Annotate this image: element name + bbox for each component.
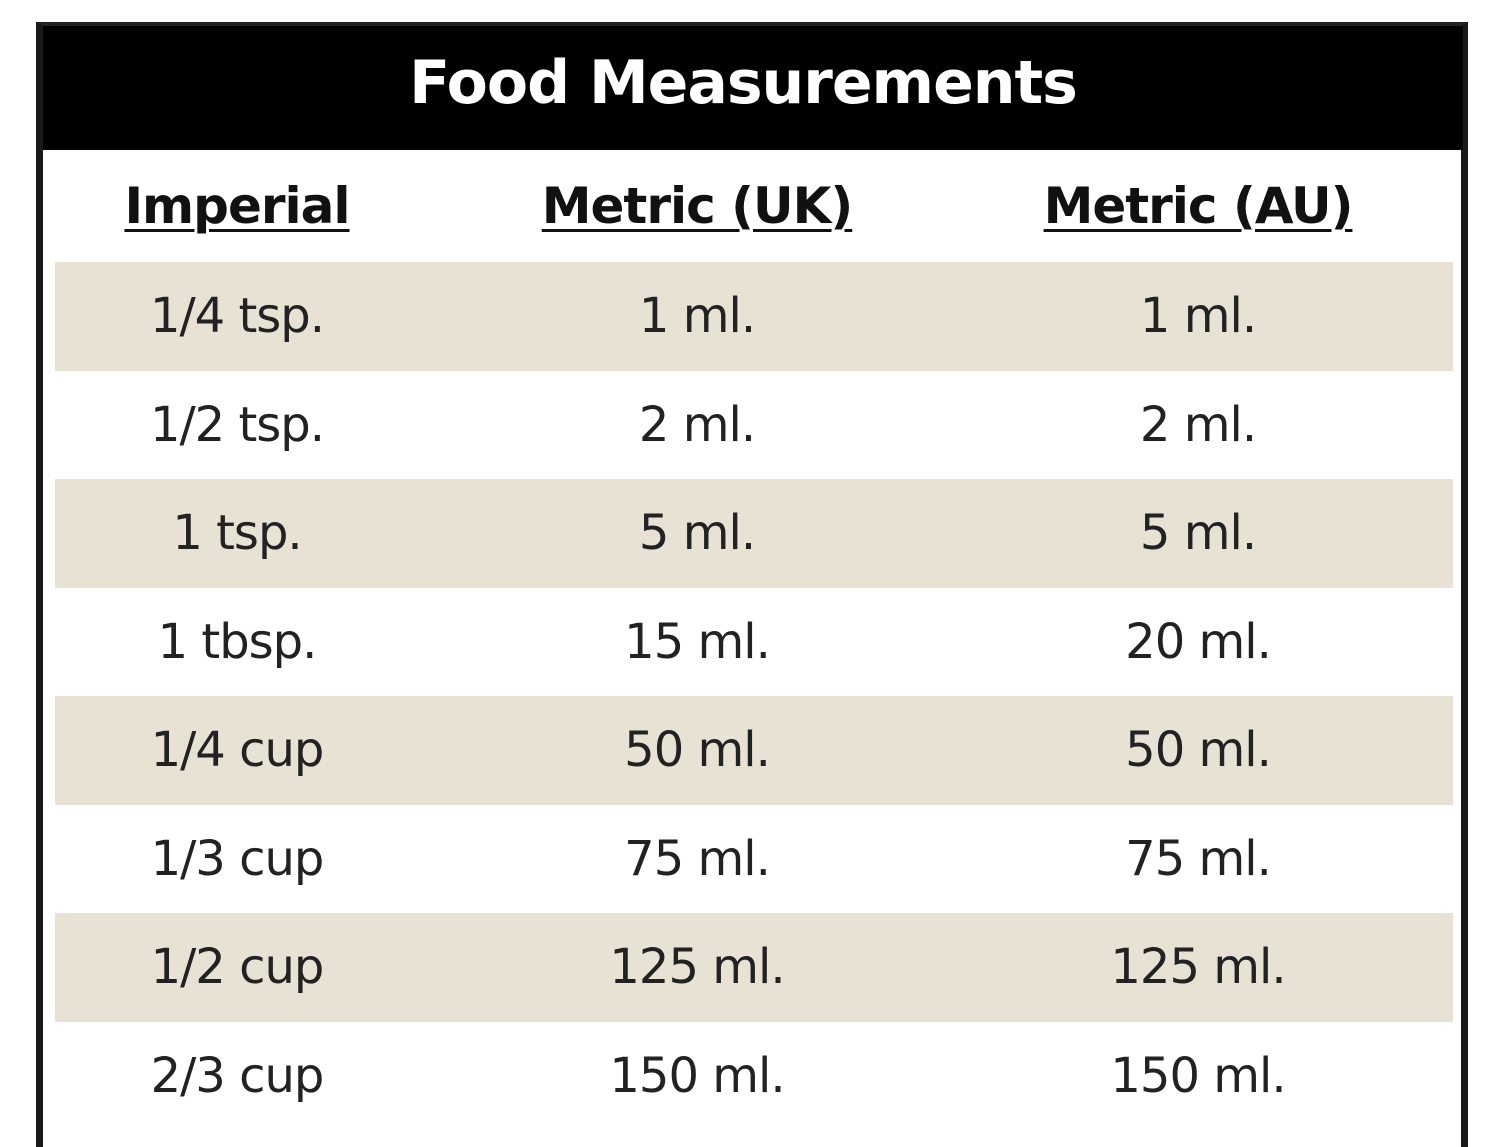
metric-uk-cell: 5 ml. [638, 505, 756, 562]
imperial-cell: 1 tsp. [172, 505, 302, 562]
table-row: 1/3 cup 75 ml. 75 ml. [55, 804, 1453, 913]
metric-uk-cell: 125 ml. [609, 939, 785, 996]
imperial-cell: 1/4 cup [150, 722, 325, 779]
metric-uk-cell: 75 ml. [624, 830, 771, 887]
imperial-cell: 1/3 cup [150, 830, 325, 887]
metric-uk-cell: 15 ml. [624, 613, 771, 670]
table-row: 1/2 cup 125 ml. 125 ml. [55, 913, 1453, 1022]
table-title: Food Measurements [409, 48, 1078, 118]
metric-uk-cell: 150 ml. [609, 1047, 785, 1104]
metric-uk-cell: 50 ml. [624, 722, 771, 779]
imperial-cell: 2/3 cup [150, 1047, 325, 1104]
metric-uk-cell: 1 ml. [638, 288, 756, 345]
measurements-table-frame: Food Measurements Imperial Metric (UK) M… [36, 22, 1468, 1147]
column-header-imperial[interactable]: Imperial [124, 177, 350, 235]
metric-au-cell: 2 ml. [1139, 396, 1257, 453]
metric-au-cell: 1 ml. [1139, 288, 1257, 345]
metric-au-cell: 150 ml. [1110, 1047, 1286, 1104]
measurements-table: Imperial Metric (UK) Metric (AU) 1/4 tsp… [55, 150, 1453, 1130]
imperial-cell: 1/2 cup [150, 939, 325, 996]
column-header-metric-au[interactable]: Metric (AU) [1043, 177, 1354, 235]
table-row: 1 tbsp. 15 ml. 20 ml. [55, 587, 1453, 696]
metric-au-cell: 50 ml. [1125, 722, 1272, 779]
table-row: 1 tsp. 5 ml. 5 ml. [55, 479, 1453, 588]
metric-au-cell: 5 ml. [1139, 505, 1257, 562]
imperial-cell: 1/2 tsp. [149, 396, 325, 453]
imperial-cell: 1 tbsp. [157, 613, 318, 670]
table-row: 1/4 cup 50 ml. 50 ml. [55, 696, 1453, 805]
table-row: 2/3 cup 150 ml. 150 ml. [55, 1021, 1453, 1130]
column-header-metric-uk[interactable]: Metric (UK) [541, 177, 853, 235]
table-row: 1/4 tsp. 1 ml. 1 ml. [55, 262, 1453, 371]
title-bar: Food Measurements [43, 26, 1463, 150]
metric-au-cell: 20 ml. [1125, 613, 1272, 670]
imperial-cell: 1/4 tsp. [149, 288, 325, 345]
table-row: 1/2 tsp. 2 ml. 2 ml. [55, 370, 1453, 479]
metric-uk-cell: 2 ml. [638, 396, 756, 453]
metric-au-cell: 125 ml. [1110, 939, 1286, 996]
table-header-row: Imperial Metric (UK) Metric (AU) [55, 150, 1453, 262]
metric-au-cell: 75 ml. [1125, 830, 1272, 887]
